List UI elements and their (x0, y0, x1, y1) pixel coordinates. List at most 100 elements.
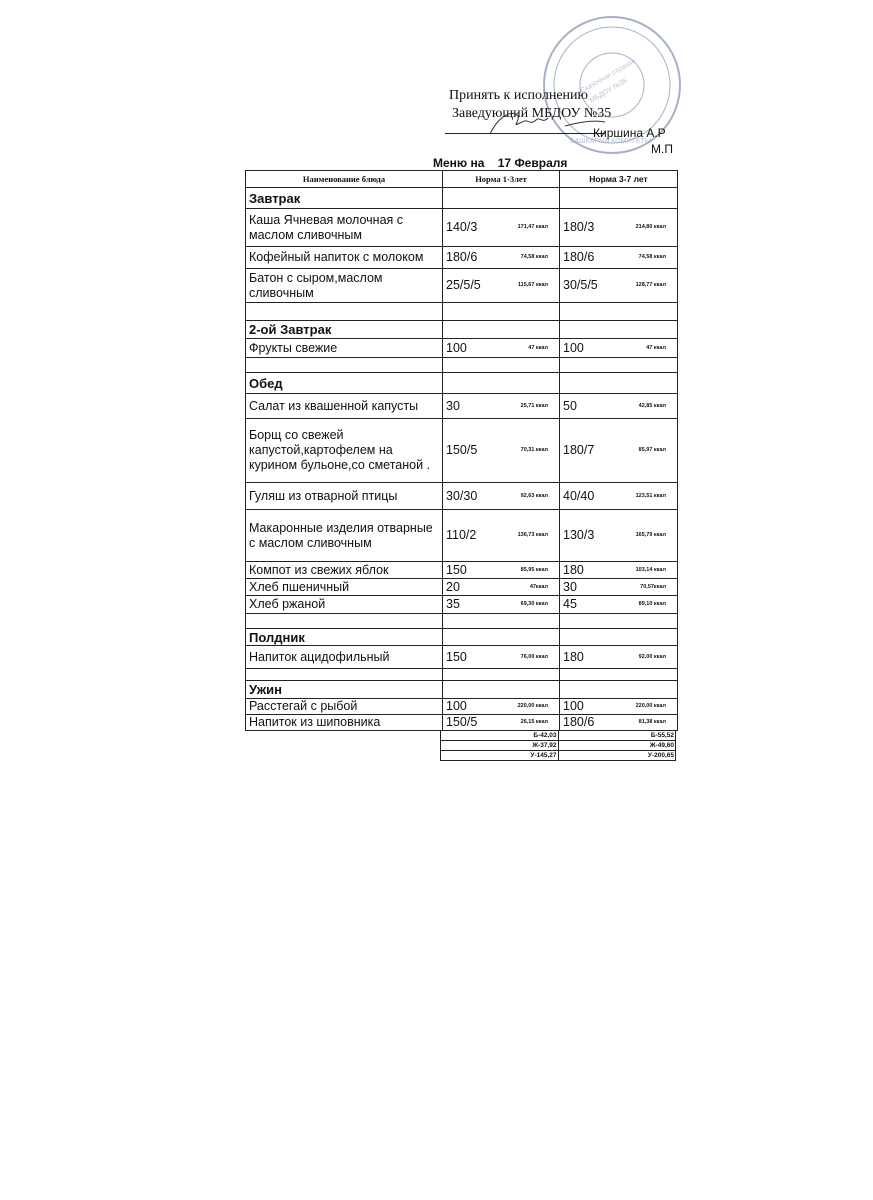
total-1-3: Б-42,03 (440, 730, 559, 741)
section-row: Обед (245, 372, 678, 394)
dish-name: Кофейный напиток с молоком (245, 246, 443, 269)
kcal-1-3: 136,73 ккал (517, 532, 548, 538)
section-name: Ужин (245, 680, 443, 699)
norm-1-3: 100 (446, 340, 467, 355)
kcal-1-3: 171,47 ккал (517, 224, 548, 230)
norm-3-7: 180/6 (563, 715, 595, 729)
norm-1-3: 20 (446, 579, 460, 594)
section-row: Полдник (245, 628, 678, 646)
norm-3-7: 180/7 (563, 443, 595, 457)
dish-row: Напиток ацидофильный 150 76,00 ккал 180 92… (245, 645, 678, 669)
dish-row: Расстегай с рыбой 100 220,00 ккал 100 220,… (245, 698, 678, 715)
section-row: 2-ой Завтрак (245, 320, 678, 339)
norm-1-3: 30 (446, 398, 460, 413)
dish-row: Хлеб пшеничный 20 47ккал 30 70,57ккал (245, 578, 678, 596)
signature (489, 112, 606, 135)
dish-row: Борщ со свежей капустой,картофелем на ку… (245, 418, 678, 483)
approval-line-2: Заведующий МБДОУ №35 (452, 106, 612, 121)
dish-name: Хлеб пшеничный (245, 578, 443, 596)
norm-3-7: 180/6 (563, 250, 595, 264)
stamp-place-label: М.П (651, 142, 673, 156)
kcal-3-7: 74,58 ккал (638, 254, 666, 260)
dish-name: Каша Ячневая молочная с маслом сливочным (245, 208, 443, 247)
norm-3-7: 130/3 (563, 528, 595, 542)
dish-name: Хлеб ржаной (245, 595, 443, 614)
norm-1-3: 25/5/5 (446, 278, 481, 292)
norm-1-3: 150/5 (446, 715, 478, 729)
norm-3-7: 40/40 (563, 488, 595, 503)
dish-row: Макаронные изделия отварные с маслом сли… (245, 509, 678, 562)
empty-row (245, 302, 678, 321)
menu-title: Меню на 17 Февраля (433, 156, 568, 170)
kcal-3-7: 165,79 ккал (635, 532, 666, 538)
kcal-1-3: 115,67 ккал (517, 282, 548, 288)
signature-line (445, 133, 605, 134)
svg-text:БАШКАРМА КОМИТЕТЫ: БАШКАРМА КОМИТЕТЫ (570, 138, 651, 145)
norm-1-3: 35 (446, 597, 460, 611)
empty-row (245, 668, 678, 681)
header-norm-3-7: Норма 3-7 лет (559, 170, 678, 188)
kcal-1-3: 92,63 ккал (520, 492, 548, 499)
norm-3-7: 180 (563, 562, 584, 577)
kcal-1-3: 76,00 ккал (520, 653, 548, 660)
kcal-3-7: 89,10 ккал (638, 601, 666, 607)
section-name: Обед (245, 372, 443, 394)
kcal-1-3: 69,30 ккал (520, 601, 548, 607)
dish-name: Гуляш из отварной птицы (245, 482, 443, 510)
dish-name: Расстегай с рыбой (245, 698, 443, 715)
kcal-3-7: 70,57ккал (640, 583, 666, 590)
kcal-3-7: 214,80 ккал (635, 224, 666, 230)
kcal-1-3: 74,58 ккал (520, 254, 548, 260)
section-name: Полдник (245, 628, 443, 646)
official-stamp: «Сказочная страна» МБДОУ №35 БАШКАРМА КО… (543, 16, 681, 154)
dish-row: Гуляш из отварной птицы 30/30 92,63 ккал … (245, 482, 678, 510)
norm-3-7: 180 (563, 649, 584, 664)
kcal-3-7: 123,51 ккал (635, 492, 666, 499)
dish-name: Борщ со свежей капустой,картофелем на ку… (245, 418, 443, 483)
dish-name: Напиток из шиповника (245, 714, 443, 731)
dish-row: Хлеб ржаной 35 69,30 ккал 45 89,10 ккал (245, 595, 678, 614)
dish-row: Каша Ячневая молочная с маслом сливочным… (245, 208, 678, 247)
section-name: Завтрак (245, 187, 443, 209)
section-name: 2-ой Завтрак (245, 320, 443, 339)
norm-1-3: 150/5 (446, 443, 478, 457)
total-3-7: Б-55,52 (557, 730, 676, 741)
approval-line-1: Принять к исполнению (449, 88, 588, 103)
empty-row (245, 357, 678, 373)
dish-row: Напиток из шиповника 150/5 26,15 ккал 180… (245, 714, 678, 731)
norm-3-7: 180/3 (563, 220, 595, 234)
dish-name: Батон с сыром,маслом сливочным (245, 268, 443, 303)
header-norm-1-3: Норма 1-3лет (442, 170, 560, 188)
totals-row: Б-42,03 Б-55,52 (440, 730, 676, 741)
total-1-3: Ж-37,92 (440, 740, 559, 751)
kcal-3-7: 85,97 ккал (638, 447, 666, 453)
kcal-1-3: 26,15 ккал (520, 719, 548, 725)
kcal-1-3: 47ккал (529, 583, 548, 590)
norm-1-3: 180/6 (446, 250, 478, 264)
kcal-1-3: 70,31 ккал (520, 447, 548, 453)
kcal-3-7: 81,38 ккал (638, 719, 666, 725)
norm-3-7: 100 (563, 699, 584, 713)
director-name: Киршина А.Р (593, 126, 666, 140)
norm-1-3: 110/2 (446, 528, 477, 542)
dish-name: Фрукты свежие (245, 338, 443, 358)
kcal-3-7: 92,00 ккал (638, 653, 666, 660)
norm-3-7: 100 (563, 340, 584, 355)
total-1-3: У-145,27 (440, 750, 559, 761)
dish-row: Кофейный напиток с молоком 180/6 74,58 кк… (245, 246, 678, 269)
dish-row: Фрукты свежие 100 47 ккал 100 47 ккал (245, 338, 678, 358)
menu-table: Наименование блюда Норма 1-3лет Норма 3-… (245, 170, 678, 731)
section-row: Ужин (245, 680, 678, 699)
total-3-7: У-200,65 (557, 750, 676, 761)
dish-row: Компот из свежих яблок 150 85,95 ккал 180… (245, 561, 678, 579)
norm-1-3: 150 (446, 649, 467, 664)
kcal-1-3: 85,95 ккал (520, 566, 548, 573)
norm-1-3: 30/30 (446, 488, 478, 503)
kcal-3-7: 47 ккал (646, 344, 666, 351)
kcal-1-3: 25,71 ккал (520, 402, 548, 409)
norm-3-7: 50 (563, 398, 577, 413)
total-3-7: Ж-49,60 (557, 740, 676, 751)
norm-3-7: 30/5/5 (563, 278, 598, 292)
kcal-3-7: 128,77 ккал (635, 282, 666, 288)
